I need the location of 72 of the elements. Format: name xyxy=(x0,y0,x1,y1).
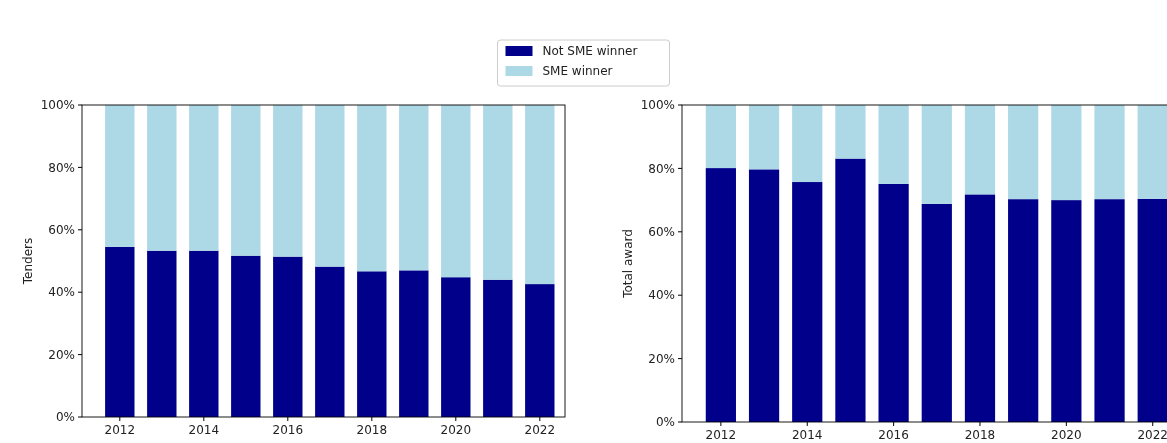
y-tick-label: 100% xyxy=(640,98,675,113)
bar xyxy=(792,182,823,422)
bar xyxy=(1137,198,1167,422)
bar xyxy=(748,169,780,422)
bar xyxy=(441,277,471,417)
bar xyxy=(273,105,303,257)
y-tick-label: 20% xyxy=(648,351,675,366)
x-tick-label: 2012 xyxy=(705,428,737,442)
bar xyxy=(1008,105,1039,200)
bar xyxy=(189,105,219,251)
y-tick-label: 0% xyxy=(655,415,675,430)
bar xyxy=(147,105,177,251)
x-tick-label: 2012 xyxy=(104,423,136,437)
x-tick-label: 2014 xyxy=(791,428,823,442)
y-tick-label: 60% xyxy=(48,223,75,237)
y-axis-title: Total award xyxy=(621,229,635,299)
bar xyxy=(483,279,513,417)
bar xyxy=(1094,199,1125,422)
y-tick-label: 100% xyxy=(40,98,75,113)
bar xyxy=(878,183,909,422)
bar xyxy=(1094,105,1125,200)
bar xyxy=(399,105,429,271)
bar xyxy=(835,105,866,159)
bar xyxy=(483,105,513,280)
bar xyxy=(1137,105,1167,199)
bar xyxy=(315,105,345,267)
y-tick-label: 80% xyxy=(648,161,675,176)
x-tick-label: 2016 xyxy=(878,428,909,442)
x-tick-label: 2020 xyxy=(440,423,472,437)
bar xyxy=(399,270,429,417)
bar xyxy=(921,203,952,422)
x-tick-label: 2022 xyxy=(524,423,556,437)
bar xyxy=(357,271,387,417)
x-tick-label: 2020 xyxy=(1051,428,1082,442)
bar xyxy=(878,105,909,184)
x-tick-label: 2018 xyxy=(356,423,388,437)
x-tick-label: 2022 xyxy=(1137,428,1167,442)
bar xyxy=(705,168,736,422)
bar xyxy=(231,255,261,417)
bar xyxy=(357,105,387,272)
legend-label: Not SME winner xyxy=(542,44,638,59)
y-tick-label: 0% xyxy=(55,410,75,425)
bar xyxy=(964,105,996,195)
bar xyxy=(964,194,996,422)
y-tick-label: 60% xyxy=(648,225,675,239)
bar xyxy=(231,105,261,256)
bar xyxy=(147,250,177,417)
bar xyxy=(748,105,780,170)
bar xyxy=(792,105,823,183)
bar xyxy=(1008,199,1039,422)
y-tick-label: 80% xyxy=(48,160,75,175)
x-tick-label: 2016 xyxy=(272,423,304,437)
y-tick-label: 40% xyxy=(48,285,75,300)
bar xyxy=(835,158,866,422)
bar xyxy=(105,105,135,247)
legend-label: SME winner xyxy=(542,64,613,79)
bar xyxy=(441,105,471,278)
bar xyxy=(189,250,219,417)
bar xyxy=(1051,200,1082,422)
y-tick-label: 20% xyxy=(48,347,75,362)
bar xyxy=(105,246,135,417)
bar xyxy=(921,105,952,204)
y-axis-title: Tenders xyxy=(21,237,35,286)
bar xyxy=(1051,105,1082,201)
y-tick-label: 40% xyxy=(648,288,675,303)
x-tick-label: 2014 xyxy=(188,423,220,437)
bar xyxy=(273,256,303,417)
bar xyxy=(315,266,345,417)
x-tick-label: 2018 xyxy=(964,428,996,442)
bar xyxy=(525,105,555,285)
bar xyxy=(525,284,555,417)
bar xyxy=(705,105,736,169)
